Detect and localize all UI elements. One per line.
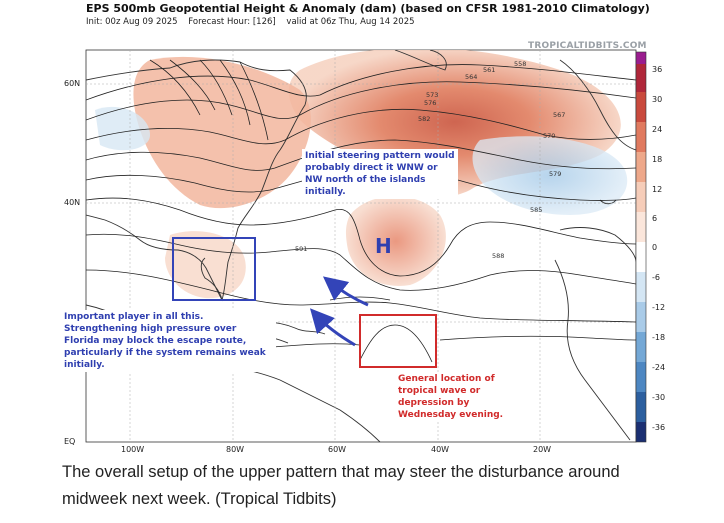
lon-label-80w: 80W (226, 445, 245, 454)
forecast-hour: Forecast Hour: [126] (188, 17, 276, 27)
colorbar-label: 24 (652, 125, 663, 134)
high-pressure-label: H (375, 234, 392, 258)
svg-text:573: 573 (426, 91, 438, 99)
colorbar-label: 30 (652, 95, 663, 104)
anomaly-subtropical-high (345, 196, 446, 286)
svg-text:579: 579 (549, 170, 561, 178)
svg-text:588: 588 (492, 252, 504, 260)
svg-text:558: 558 (514, 60, 526, 68)
colorbar (635, 51, 647, 443)
florida-annotation: Important player in all this. Strengthen… (62, 310, 276, 372)
coastlines (86, 50, 636, 442)
svg-text:582: 582 (418, 115, 430, 123)
lon-label-100w: 100W (121, 445, 145, 454)
map-canvas: 561 564 567 570 573 576 579 582 585 588 … (85, 49, 647, 443)
source-watermark: TROPICALTIDBITS.COM (528, 41, 647, 51)
forecast-map-figure: EPS 500mb Geopotential Height & Anomaly … (62, 2, 666, 454)
lon-label-40w: 40W (431, 445, 450, 454)
steering-arrow-wnw (309, 308, 356, 347)
colorbar-label: 0 (652, 243, 658, 252)
lat-label-40n: 40N (64, 198, 81, 207)
init-time: Init: 00z Aug 09 2025 (86, 17, 178, 27)
lat-label-eq: EQ (64, 437, 76, 446)
florida-highlight-box (172, 237, 256, 301)
steering-arrow-nw (322, 276, 369, 307)
colorbar-label: 36 (652, 65, 663, 74)
svg-text:591: 591 (295, 245, 307, 253)
height-contours (86, 59, 636, 363)
lon-label-20w: 20W (533, 445, 552, 454)
map-subtitle: Init: 00z Aug 09 2025 Forecast Hour: [12… (86, 17, 423, 27)
svg-text:561: 561 (483, 66, 495, 74)
colorbar-label: 18 (652, 155, 663, 164)
colorbar-label: -6 (652, 273, 660, 282)
wave-highlight-box (359, 314, 437, 368)
valid-time: valid at 06z Thu, Aug 14 2025 (286, 17, 415, 27)
steering-annotation: Initial steering pattern would probably … (302, 149, 458, 199)
svg-text:564: 564 (465, 73, 477, 81)
anomaly-negative (472, 136, 628, 215)
lat-label-60n: 60N (64, 79, 81, 88)
colorbar-label: -36 (652, 423, 666, 432)
colorbar-label: 6 (652, 214, 658, 223)
graticule (86, 50, 636, 442)
colorbar-label: -18 (652, 333, 666, 342)
figure-caption: The overall setup of the upper pattern t… (62, 463, 620, 508)
colorbar-label: -12 (652, 303, 666, 312)
colorbar-label: 12 (652, 185, 663, 194)
anomaly-negative-west (95, 106, 150, 151)
colorbar-label: -30 (652, 393, 666, 402)
svg-text:567: 567 (553, 111, 565, 119)
anomaly-north-america (133, 56, 311, 209)
lon-label-60w: 60W (328, 445, 347, 454)
svg-text:570: 570 (543, 132, 555, 140)
colorbar-label: -24 (652, 363, 666, 372)
svg-text:585: 585 (530, 206, 542, 214)
wave-annotation: General location of tropical wave or dep… (396, 372, 530, 422)
map-title: EPS 500mb Geopotential Height & Anomaly … (86, 2, 650, 15)
svg-text:576: 576 (424, 99, 436, 107)
